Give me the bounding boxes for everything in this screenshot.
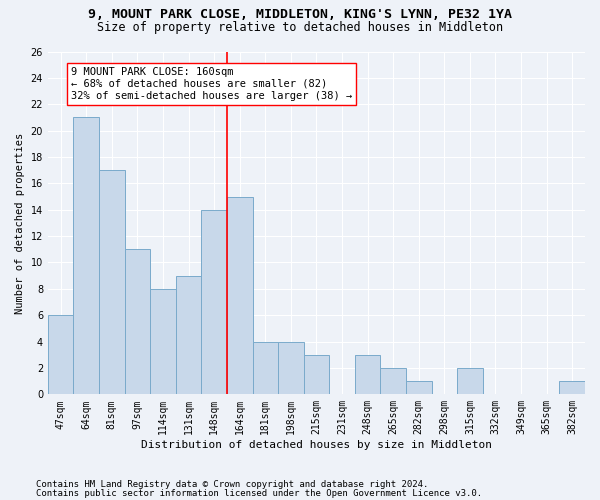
Bar [176, 276, 202, 394]
Text: 9, MOUNT PARK CLOSE, MIDDLETON, KING'S LYNN, PE32 1YA: 9, MOUNT PARK CLOSE, MIDDLETON, KING'S L… [88, 8, 512, 20]
Bar [355, 355, 380, 395]
Bar [278, 342, 304, 394]
Bar [73, 118, 99, 394]
Bar [457, 368, 482, 394]
Y-axis label: Number of detached properties: Number of detached properties [15, 132, 25, 314]
Text: Contains public sector information licensed under the Open Government Licence v3: Contains public sector information licen… [36, 488, 482, 498]
Bar [150, 289, 176, 395]
Bar [202, 210, 227, 394]
Bar [227, 196, 253, 394]
Bar [253, 342, 278, 394]
Bar [125, 250, 150, 394]
Bar [99, 170, 125, 394]
Bar [380, 368, 406, 394]
Bar [304, 355, 329, 395]
Bar [406, 381, 431, 394]
Bar [559, 381, 585, 394]
Text: Contains HM Land Registry data © Crown copyright and database right 2024.: Contains HM Land Registry data © Crown c… [36, 480, 428, 489]
Text: 9 MOUNT PARK CLOSE: 160sqm
← 68% of detached houses are smaller (82)
32% of semi: 9 MOUNT PARK CLOSE: 160sqm ← 68% of deta… [71, 68, 352, 100]
Bar [48, 315, 73, 394]
X-axis label: Distribution of detached houses by size in Middleton: Distribution of detached houses by size … [141, 440, 492, 450]
Text: Size of property relative to detached houses in Middleton: Size of property relative to detached ho… [97, 21, 503, 34]
